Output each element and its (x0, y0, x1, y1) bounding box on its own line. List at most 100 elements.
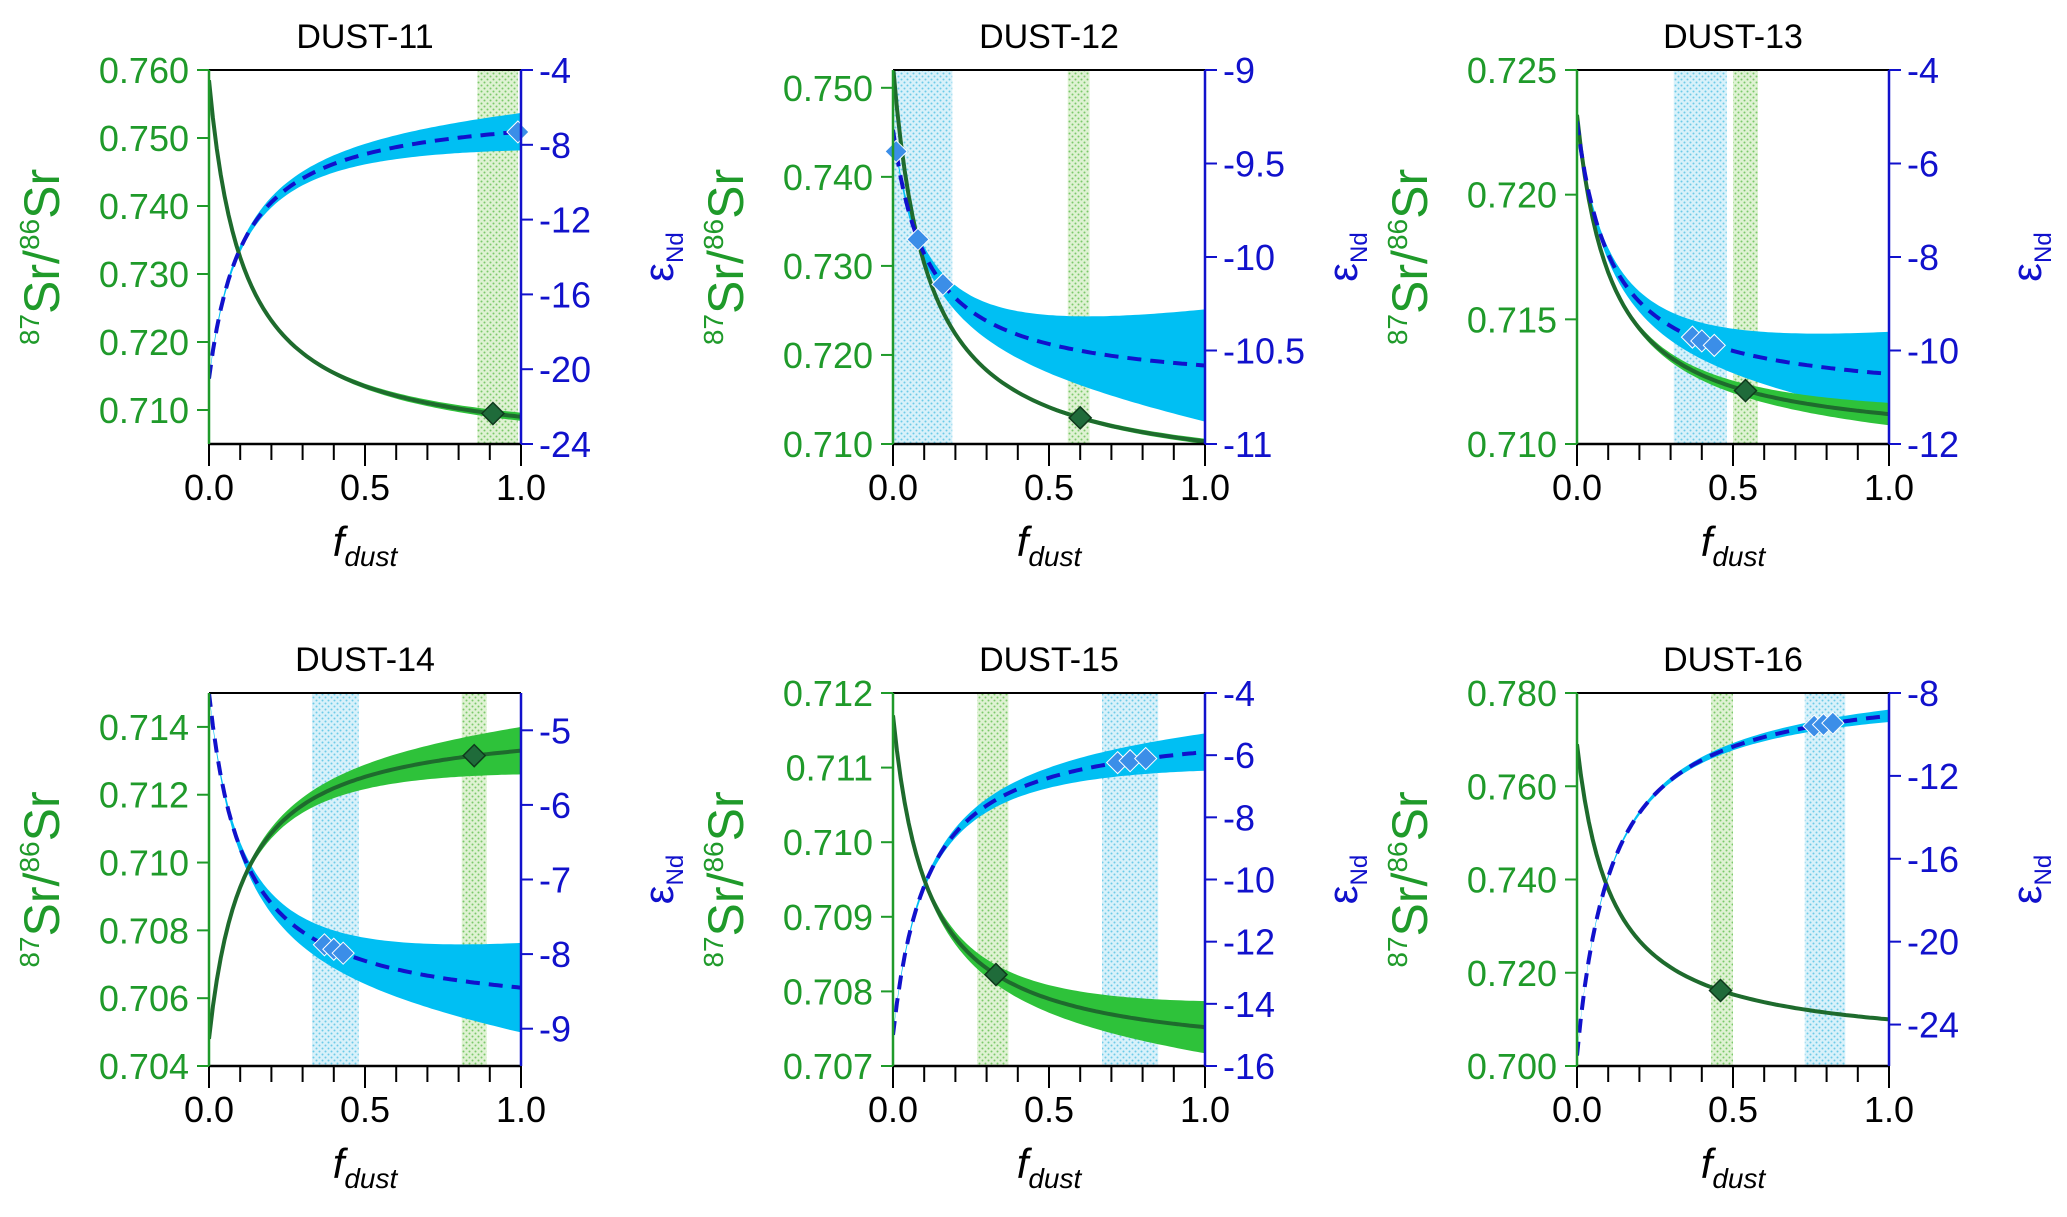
right-axis-label-main: ε (635, 885, 682, 904)
sr-uncertainty-band (209, 726, 521, 1040)
blue-range-band (1673, 70, 1727, 444)
x-axis-label: fdust (1701, 1140, 1767, 1194)
left-tick-label: 0.710 (99, 843, 189, 884)
left-tick-label: 0.700 (1467, 1046, 1557, 1087)
nd-uncertainty-band (209, 693, 521, 1033)
left-axis-label: 87Sr/86Sr (14, 169, 70, 345)
nd-mixing-line (209, 693, 521, 990)
right-tick-label: -9.5 (1223, 144, 1285, 185)
right-tick-label: -24 (1907, 1005, 1959, 1046)
right-tick-label: -12 (1907, 756, 1959, 797)
x-axis-label: fdust (333, 518, 399, 572)
x-tick-label: 0.0 (868, 467, 918, 508)
left-axis-label-sup: 86 (14, 841, 45, 872)
left-tick-label: 0.706 (99, 978, 189, 1019)
left-tick-label: 0.710 (783, 424, 873, 465)
left-tick-label: 0.710 (1467, 424, 1557, 465)
right-tick-label: -8 (1907, 673, 1939, 714)
x-tick-label: 0.5 (1024, 1089, 1074, 1130)
x-tick-label: 0.0 (1552, 467, 1602, 508)
left-axis-label-main: Sr (1382, 791, 1438, 841)
x-tick-label: 0.0 (868, 1089, 918, 1130)
left-axis-label-main: Sr (14, 169, 70, 219)
right-axis-label: εNd (2003, 855, 2057, 904)
left-axis-label-sup: 86 (698, 841, 729, 872)
panel-dust-13: 0.0 0.5 1.0 0.710 0.715 0.720 0.725 -12 -10 -8 -6 -… (1382, 18, 2057, 572)
x-tick-label: 1.0 (496, 467, 546, 508)
left-axis-label-main: Sr/ (1382, 250, 1438, 314)
right-axis-label-sub: Nd (662, 232, 689, 263)
nd-mixing-line (209, 129, 521, 379)
right-axis-label-main: ε (2003, 885, 2050, 904)
left-tick-label: 0.709 (783, 897, 873, 938)
left-tick-label: 0.708 (99, 910, 189, 951)
right-tick-label: -9 (539, 1009, 571, 1050)
sr-mixing-line (893, 70, 1205, 444)
left-tick-label: 0.707 (783, 1046, 873, 1087)
panel-dust-12: 0.0 0.5 1.0 0.710 0.720 0.730 0.740 0.750 -11 -10… (698, 18, 1373, 572)
left-axis-label-main: Sr/ (14, 872, 70, 936)
plot-area (893, 693, 1205, 1066)
left-tick-label: 0.750 (99, 118, 189, 159)
panel-dust-11: 0.0 0.5 1.0 0.710 0.720 0.730 0.740 0.750 0.760 -… (14, 18, 689, 572)
right-tick-label: -10.5 (1223, 331, 1305, 372)
right-axis-label-main: ε (2003, 263, 2050, 282)
left-axis-label-main: Sr/ (1382, 872, 1438, 936)
left-tick-label: 0.720 (1467, 175, 1557, 216)
nd-sample-marker (906, 227, 930, 252)
left-tick-label: 0.750 (783, 68, 873, 109)
x-axis-label: fdust (1701, 518, 1767, 572)
left-tick-label: 0.708 (783, 971, 873, 1012)
right-axis-label: εNd (2003, 232, 2057, 281)
left-axis-label-main: Sr (1382, 169, 1438, 219)
right-axis-label: εNd (1319, 855, 1373, 904)
nd-uncertainty-band (893, 128, 1205, 422)
left-tick-label: 0.740 (99, 186, 189, 227)
blue-range-band (311, 693, 359, 1066)
right-tick-label: -20 (1907, 922, 1959, 963)
right-axis-label-sub: Nd (1346, 232, 1373, 263)
right-axis-label: εNd (1319, 232, 1373, 281)
right-tick-label: -8 (539, 934, 571, 975)
sr-mixing-line (893, 715, 1205, 1030)
nd-uncertainty-band (1577, 119, 1889, 416)
x-axis-label: fdust (333, 1140, 399, 1194)
right-axis-label-sub: Nd (662, 855, 689, 886)
nd-sample-marker (1821, 711, 1845, 735)
left-axis-label: 87Sr/86Sr (1382, 169, 1438, 345)
left-tick-label: 0.710 (99, 390, 189, 431)
left-tick-label: 0.730 (99, 254, 189, 295)
nd-mixing-line (1577, 121, 1889, 376)
left-axis-label: 87Sr/86Sr (698, 169, 754, 345)
left-axis-label-sup: 86 (1382, 219, 1413, 250)
blue-range-band (1804, 693, 1846, 1066)
nd-mixing-line (1577, 713, 1889, 1056)
right-tick-label: -9 (1223, 50, 1255, 91)
green-range-band (1067, 70, 1090, 444)
sr-sample-marker (1068, 405, 1093, 430)
left-axis-label-sup: 87 (1382, 314, 1413, 345)
panel-dust-15: 0.0 0.5 1.0 0.707 0.708 0.709 0.710 0.711 0.712 -… (698, 641, 1373, 1194)
nd-uncertainty-band (893, 733, 1205, 1037)
x-tick-label: 0.5 (1708, 1089, 1758, 1130)
plot-area (209, 70, 521, 444)
left-tick-label: 0.714 (99, 707, 189, 748)
panel-title: DUST-13 (1663, 18, 1803, 56)
left-axis-label-sup: 86 (14, 219, 45, 250)
right-axis-label: εNd (635, 855, 689, 904)
right-tick-label: -6 (539, 785, 571, 826)
right-tick-label: -14 (1223, 984, 1275, 1025)
right-tick-label: -4 (1907, 50, 1939, 91)
sr-sample-marker (1733, 378, 1758, 403)
right-tick-label: -8 (539, 125, 571, 166)
right-tick-label: -20 (539, 349, 591, 390)
left-tick-label: 0.710 (783, 822, 873, 863)
left-axis-label: 87Sr/86Sr (14, 791, 70, 967)
right-tick-label: -10 (1907, 331, 1959, 372)
right-axis-label: εNd (635, 232, 689, 281)
right-tick-label: -10 (1223, 237, 1275, 278)
nd-sample-marker (931, 272, 955, 297)
x-axis-label: fdust (1017, 518, 1083, 572)
right-tick-label: -7 (539, 860, 571, 901)
left-tick-label: 0.720 (99, 322, 189, 363)
